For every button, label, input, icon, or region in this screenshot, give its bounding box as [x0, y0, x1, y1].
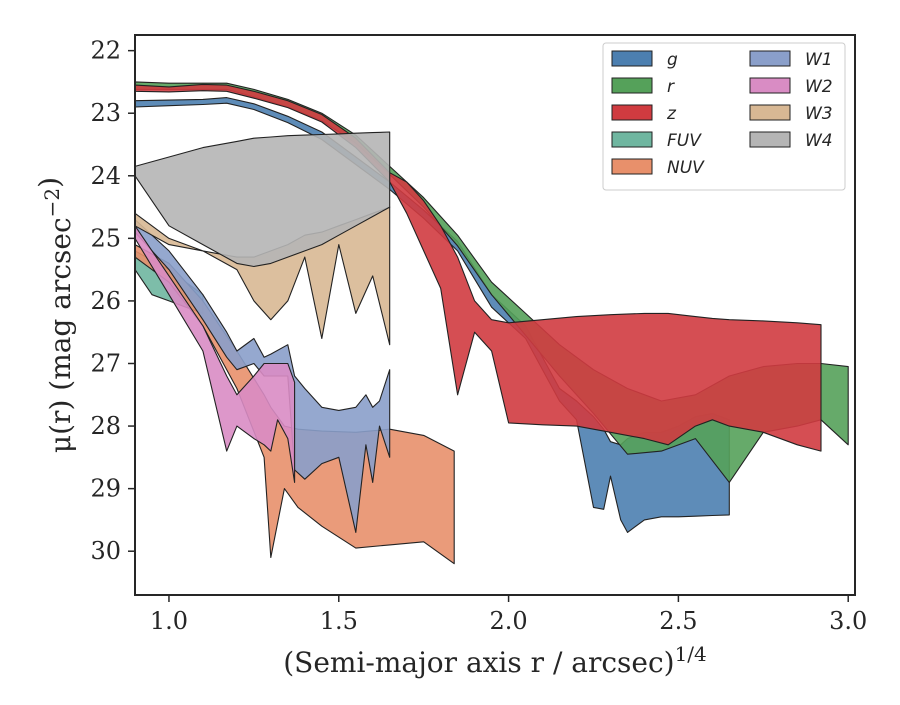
- x-axis-ticks: 1.0 1.5 2.0 2.5 3.0: [150, 595, 867, 635]
- plot-frame: [134, 34, 856, 596]
- y-tick-label: 24: [90, 162, 121, 190]
- series-area-w2: [134, 225, 296, 483]
- legend-label-z: z: [666, 104, 677, 124]
- y-axis-ticks: 22 23 24 25 26 27 28 29 30: [90, 37, 135, 565]
- x-tick-label: 1.0: [150, 607, 188, 635]
- legend-swatch-w1: [749, 50, 791, 67]
- y-tick-label: 26: [90, 287, 121, 315]
- x-axis-label-text: (Semi-major axis r / arcsec)1/4: [283, 642, 707, 679]
- legend-label-nuv: NUV: [667, 158, 705, 178]
- legend-swatch-w4: [749, 131, 791, 148]
- legend-swatch-r: [611, 77, 653, 94]
- legend-label-w2: W2: [805, 77, 833, 97]
- legend-swatch-g: [611, 50, 653, 67]
- legend-label-r: r: [667, 77, 675, 97]
- y-tick-label: 29: [90, 475, 121, 503]
- legend-label-w4: W4: [805, 131, 833, 151]
- x-tick-label: 3.0: [829, 607, 867, 635]
- series-area-w4: [134, 131, 391, 268]
- legend-label-fuv: FUV: [667, 131, 702, 151]
- y-tick-label: 27: [90, 349, 121, 377]
- series-area-w1: [134, 219, 391, 533]
- y-axis-label-text: μ(r) (mag arcsec−2): [33, 177, 77, 453]
- x-tick-label: 2.5: [659, 607, 697, 635]
- x-axis-label: (Semi-major axis r / arcsec)1/4: [283, 642, 707, 679]
- y-tick-label: 30: [90, 537, 121, 565]
- legend-swatch-w2: [749, 77, 791, 94]
- legend-swatch-z: [611, 104, 653, 121]
- y-tick-label: 25: [90, 224, 121, 252]
- legend-swatch-w3: [749, 104, 791, 121]
- series-areas-layer: [134, 81, 849, 565]
- x-tick-label: 2.0: [489, 607, 527, 635]
- legend: grz FUV NUV W1 W2 W3 W4: [602, 42, 846, 191]
- y-axis-label: μ(r) (mag arcsec−2): [33, 177, 77, 453]
- legend-label-w1: W1: [805, 50, 833, 70]
- y-tick-label: 23: [90, 99, 121, 127]
- legend-label-w3: W3: [805, 104, 833, 124]
- y-tick-label: 28: [90, 412, 121, 440]
- y-tick-label: 22: [90, 37, 121, 65]
- legend-swatch-nuv: [611, 158, 653, 175]
- x-tick-label: 1.5: [320, 607, 358, 635]
- legend-label-g: g: [667, 50, 678, 70]
- legend-swatch-fuv: [611, 131, 653, 148]
